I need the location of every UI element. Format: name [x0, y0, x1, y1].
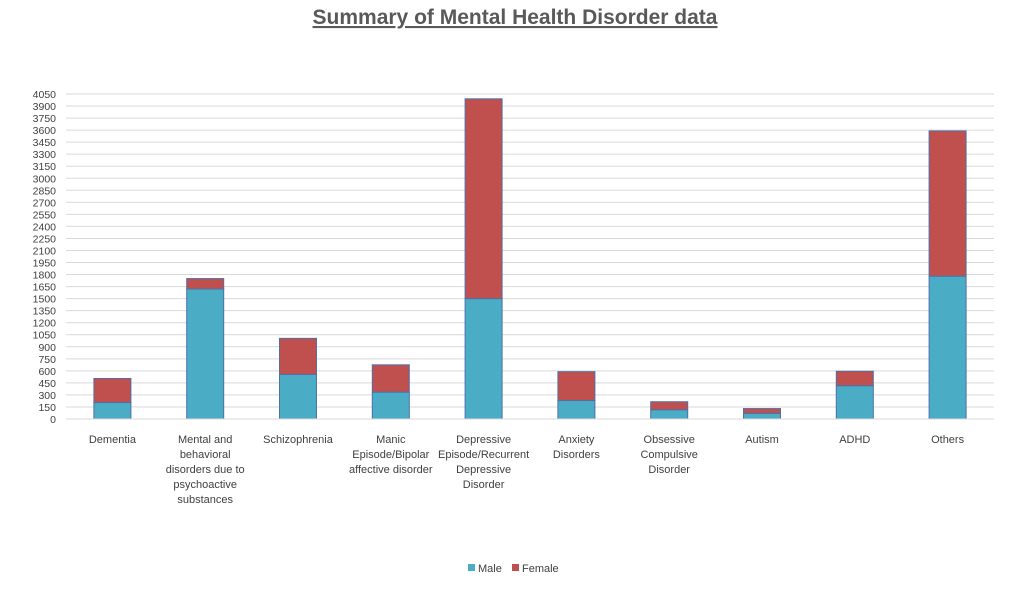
- legend-label-male: Male: [478, 563, 502, 575]
- x-category-label: Anxiety Disorders: [553, 434, 601, 461]
- chart-title: Summary of Mental Health Disorder data: [313, 6, 718, 29]
- y-axis-ticks: 0150300450600750900105012001350150016501…: [33, 89, 57, 426]
- bar-female-segment: [835, 370, 874, 387]
- bar-female-segment: [186, 278, 225, 290]
- y-tick-label: 3300: [33, 149, 57, 161]
- y-tick-label: 2550: [33, 209, 57, 221]
- x-category-label: Mental and behavioral disorders due to psyc…: [166, 434, 245, 506]
- y-tick-label: 1650: [33, 282, 57, 294]
- x-category-label: Others: [931, 434, 965, 446]
- y-tick-label: 1050: [33, 330, 57, 342]
- y-tick-label: 3450: [33, 137, 57, 149]
- bar-male-segment: [93, 402, 132, 420]
- bar-male-segment: [371, 391, 410, 420]
- bar-female-segment: [464, 98, 503, 300]
- y-tick-label: 150: [38, 402, 56, 414]
- bar-male-segment: [743, 412, 781, 420]
- y-tick-label: 450: [38, 378, 56, 390]
- y-tick-label: 1950: [33, 258, 57, 270]
- y-tick-label: 2250: [33, 233, 57, 245]
- y-tick-label: 2400: [33, 221, 57, 233]
- y-tick-label: 900: [38, 342, 56, 354]
- x-category-label: Autism: [745, 434, 779, 446]
- y-tick-label: 600: [38, 366, 56, 378]
- bar-female-segment: [93, 377, 132, 404]
- y-tick-label: 300: [38, 390, 56, 402]
- y-tick-label: 1500: [33, 294, 57, 306]
- y-tick-label: 1800: [33, 270, 57, 282]
- x-category-label: Manic Episode/Bipolar affective disorder: [349, 434, 433, 476]
- legend-swatch-female: [512, 564, 519, 571]
- x-category-label: Schizophrenia: [263, 434, 334, 446]
- bar-female-segment: [557, 371, 596, 402]
- x-category-label: Depressive Episode/Recurrent Depressive Dis…: [438, 434, 529, 491]
- y-tick-label: 4050: [33, 89, 57, 101]
- bar-female-segment: [743, 408, 781, 414]
- x-category-label: Obsessive Compulsive Disorder: [640, 434, 697, 476]
- x-category-label: ADHD: [839, 434, 870, 446]
- y-tick-label: 3750: [33, 113, 57, 125]
- legend-swatch-male: [468, 564, 475, 571]
- bar-female-segment: [371, 364, 410, 393]
- legend-label-female: Female: [522, 563, 559, 575]
- y-tick-label: 750: [38, 354, 56, 366]
- x-category-label: Dementia: [89, 434, 137, 446]
- bar-male-segment: [928, 275, 967, 420]
- y-tick-label: 2850: [33, 185, 57, 197]
- bars: [93, 98, 967, 420]
- bar-male-segment: [279, 373, 317, 420]
- bar-female-segment: [928, 130, 967, 277]
- bar-male-segment: [650, 409, 689, 420]
- y-tick-label: 3150: [33, 161, 57, 173]
- y-tick-label: 3600: [33, 125, 57, 137]
- y-tick-label: 1350: [33, 306, 57, 318]
- y-tick-label: 0: [50, 414, 56, 426]
- bar-male-segment: [557, 400, 596, 420]
- bar-female-segment: [279, 337, 317, 375]
- bar-male-segment: [835, 385, 874, 420]
- y-tick-label: 2100: [33, 245, 57, 257]
- y-tick-label: 3900: [33, 101, 57, 113]
- y-tick-label: 1200: [33, 318, 57, 330]
- legend: Male Female: [468, 563, 559, 575]
- bar-male-segment: [464, 298, 503, 420]
- bar-female-segment: [650, 401, 689, 411]
- y-tick-label: 3000: [33, 173, 57, 185]
- y-tick-label: 2700: [33, 197, 57, 209]
- x-axis-categories: Dementia Mental and behavioral disorders du…: [89, 434, 965, 506]
- bar-male-segment: [186, 288, 225, 420]
